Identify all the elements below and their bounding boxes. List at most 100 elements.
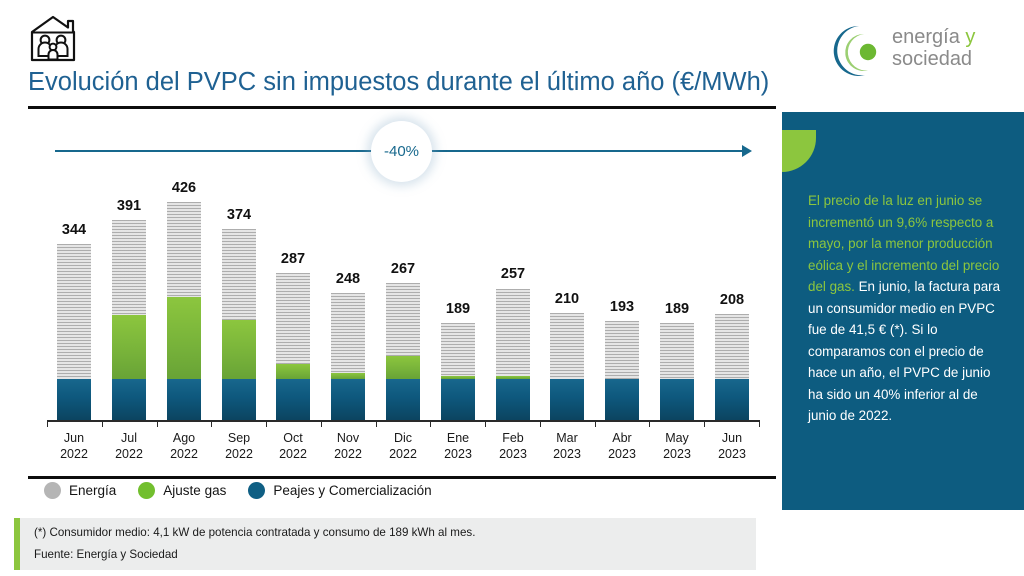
x-axis-tick (321, 420, 322, 427)
legend-label: Ajuste gas (163, 483, 227, 498)
energia-y-sociedad-logo-icon (830, 24, 888, 78)
x-label-month: Ago (172, 431, 196, 445)
x-axis-label: Jun 2023 (696, 430, 768, 462)
x-axis-tick (157, 420, 158, 427)
x-axis-label: Ago 2022 (148, 430, 220, 462)
x-axis-label: Nov 2022 (312, 430, 384, 462)
x-label-year: 2022 (225, 447, 253, 461)
x-label-year: 2023 (608, 447, 636, 461)
x-label-month: Nov (336, 431, 360, 445)
bar-segment-energia (222, 228, 256, 321)
stacked-bar[interactable] (386, 283, 420, 420)
stacked-bar[interactable] (496, 288, 530, 420)
x-label-month: Jul (121, 431, 137, 445)
bar-segment-energia (112, 219, 146, 316)
bar-segment-energia (167, 202, 201, 297)
x-axis-tick (649, 420, 650, 427)
bar-segment-ajuste-gas (386, 355, 420, 379)
stacked-bar[interactable] (715, 313, 749, 420)
stacked-bar[interactable] (331, 293, 365, 420)
house-family-icon (28, 14, 78, 64)
x-axis-tick (430, 420, 431, 427)
bar-segment-peajes (715, 378, 749, 420)
bar-segment-peajes (660, 378, 694, 420)
bar-segment-peajes (496, 378, 530, 420)
x-axis-tick (759, 420, 760, 427)
bar-segment-peajes (331, 378, 365, 420)
x-axis-tick (376, 420, 377, 427)
bar-segment-energia (496, 288, 530, 376)
commentary-panel: El precio de la luz en junio se incremen… (782, 112, 1024, 510)
x-axis-label: Feb 2023 (477, 430, 549, 462)
bar-segment-energia (441, 323, 475, 376)
stacked-bar[interactable] (112, 219, 146, 420)
bar-value-label: 267 (390, 261, 416, 278)
bar-segment-energia (605, 321, 639, 379)
bar-segment-peajes (57, 378, 91, 420)
bar-value-label: 287 (280, 251, 306, 268)
bar-segment-energia (57, 243, 91, 379)
stacked-bar[interactable] (167, 202, 201, 420)
legend-item[interactable]: Energía (44, 482, 116, 499)
legend-item[interactable]: Peajes y Comercialización (248, 482, 432, 499)
x-axis-tick (102, 420, 103, 427)
trend-arrow-head-icon (742, 145, 752, 157)
trend-callout-badge: -40% (371, 121, 432, 182)
stacked-bar-chart: 344 391 426 374 287 248 267 189 257 210 193 189 208 (47, 160, 759, 420)
stacked-bar[interactable] (605, 321, 639, 420)
page-header: Evolución del PVPC sin impuestos durante… (0, 0, 1024, 112)
bar-segment-energia (715, 313, 749, 379)
bar-value-label: 210 (554, 290, 580, 307)
brand-logo: energía y sociedad (830, 22, 996, 82)
legend-item[interactable]: Ajuste gas (138, 482, 226, 499)
stacked-bar[interactable] (222, 228, 256, 420)
x-label-year: 2022 (279, 447, 307, 461)
footer-notes: (*) Consumidor medio: 4,1 kW de potencia… (14, 518, 756, 570)
x-label-month: Mar (556, 431, 578, 445)
bar-segment-energia (331, 293, 365, 374)
stacked-bar[interactable] (660, 323, 694, 420)
x-axis-tick (485, 420, 486, 427)
x-label-month: Sep (227, 431, 251, 445)
stacked-bar[interactable] (57, 243, 91, 420)
commentary-highlight: El precio de la luz en junio se incremen… (808, 193, 1000, 294)
stacked-bar[interactable] (441, 323, 475, 420)
page-title: Evolución del PVPC sin impuestos durante… (28, 68, 770, 96)
bar-segment-peajes (550, 378, 584, 420)
x-label-month: May (665, 431, 689, 445)
x-label-month: Oct (283, 431, 303, 445)
logo-word-energia: energía (892, 26, 966, 48)
bar-value-label: 374 (226, 206, 252, 223)
bar-value-label: 344 (61, 221, 87, 238)
x-axis-label: Dic 2022 (367, 430, 439, 462)
title-divider (28, 106, 776, 109)
legend-swatch-icon (44, 482, 61, 499)
x-label-month: Jun (721, 431, 743, 445)
bar-segment-ajuste-gas (112, 315, 146, 379)
bar-segment-energia (276, 273, 310, 365)
legend-label: Energía (69, 483, 117, 498)
stacked-bar[interactable] (550, 312, 584, 420)
footer-source: Fuente: Energía y Sociedad (34, 548, 178, 561)
stacked-bar[interactable] (276, 273, 310, 420)
bar-segment-ajuste-gas (441, 376, 475, 379)
bar-segment-energia (660, 323, 694, 379)
logo-word-y: y (965, 26, 976, 48)
bar-value-label: 257 (500, 266, 526, 283)
bar-segment-peajes (167, 378, 201, 420)
bar-segment-peajes (222, 378, 256, 420)
x-axis-label: Oct 2022 (257, 430, 329, 462)
bar-value-label: 208 (719, 291, 745, 308)
bar-segment-ajuste-gas (496, 376, 530, 379)
bar-value-label: 426 (171, 180, 197, 196)
x-label-year: 2022 (60, 447, 88, 461)
x-label-month: Ene (446, 431, 470, 445)
x-label-year: 2022 (115, 447, 143, 461)
bar-segment-peajes (386, 378, 420, 420)
logo-line-1: energía y (892, 26, 975, 48)
x-label-year: 2022 (334, 447, 362, 461)
legend-swatch-icon (248, 482, 266, 499)
footer-accent-bar (14, 518, 20, 570)
x-axis-label: May 2023 (641, 430, 713, 462)
x-label-month: Abr (612, 431, 632, 445)
